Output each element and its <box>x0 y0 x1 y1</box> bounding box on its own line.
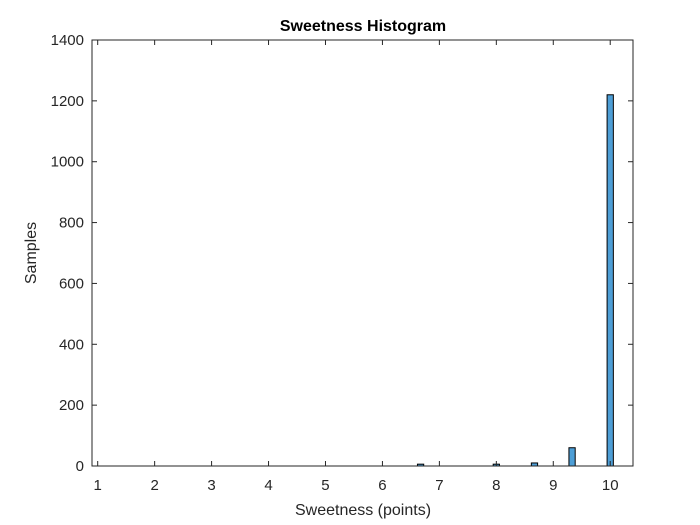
y-tick-label: 1200 <box>51 93 84 110</box>
x-tick-label: 9 <box>549 477 557 494</box>
y-tick-label: 400 <box>59 336 84 353</box>
plot-area <box>92 40 633 466</box>
x-tick-label: 10 <box>602 477 619 494</box>
x-tick-label: 8 <box>492 477 500 494</box>
x-axis-label: Sweetness (points) <box>295 502 431 519</box>
x-tick-label: 4 <box>264 477 272 494</box>
x-tick-label: 2 <box>150 477 158 494</box>
y-tick-label: 1000 <box>51 154 84 171</box>
x-tick-label: 1 <box>94 477 102 494</box>
histogram-bar <box>606 94 614 467</box>
y-tick-label: 200 <box>59 397 84 414</box>
y-axis-label: Samples <box>23 222 40 284</box>
y-tick-label: 1400 <box>51 32 84 49</box>
x-tick-label: 6 <box>378 477 386 494</box>
plot-frame <box>91 39 634 467</box>
x-tick-label: 5 <box>321 477 329 494</box>
y-axis: 0 200 400 600 800 1000 1200 1400 <box>51 32 633 475</box>
y-tick-label: 0 <box>76 458 84 475</box>
x-tick-label: 7 <box>435 477 443 494</box>
x-axis: 1 2 3 4 5 6 7 8 9 10 <box>94 40 619 494</box>
x-tick-label: 3 <box>207 477 215 494</box>
histogram-bar <box>568 447 576 467</box>
chart-title: Sweetness Histogram <box>280 18 446 35</box>
y-tick-label: 600 <box>59 275 84 292</box>
y-tick-label: 800 <box>59 215 84 232</box>
